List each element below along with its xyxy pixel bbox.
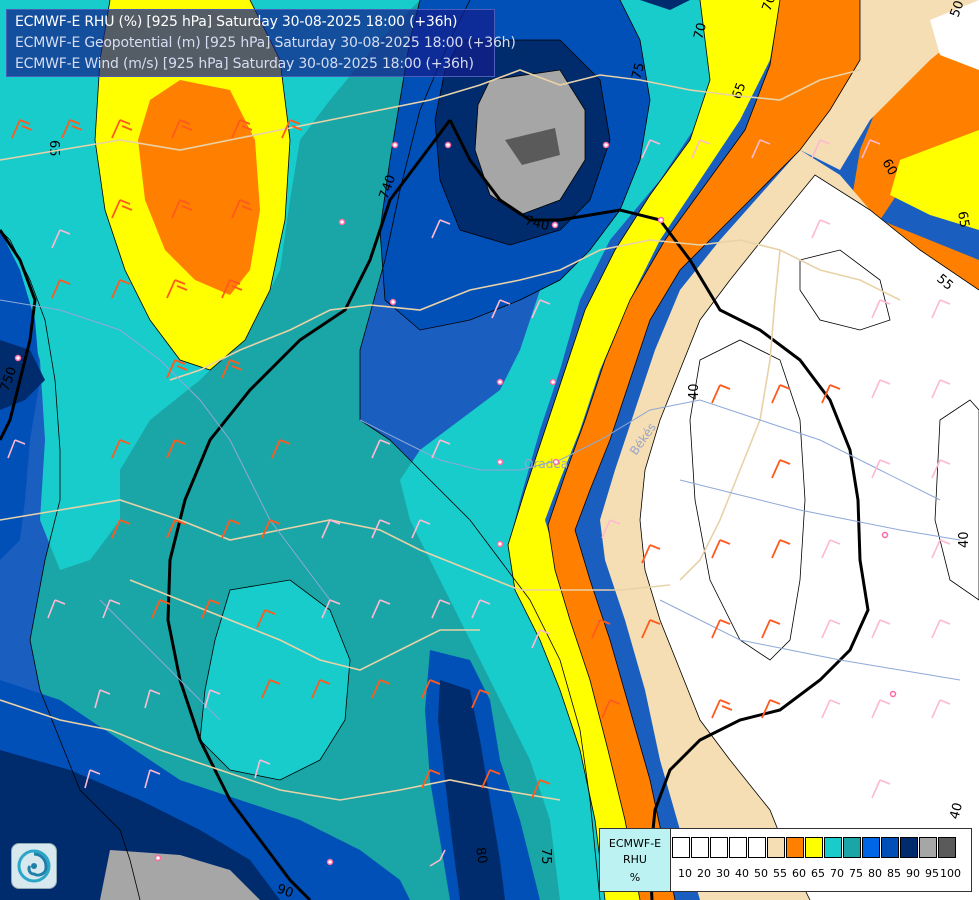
- map-title-box: ECMWF-E RHU (%) [925 hPa] Saturday 30-08…: [6, 9, 516, 77]
- legend-swatch: [748, 837, 766, 858]
- rhu-fill-85-ne-strip: [640, 0, 690, 10]
- legend-swatch: [729, 837, 747, 858]
- legend-swatch: [843, 837, 861, 858]
- station-markers: [14, 141, 897, 866]
- rhu-label: 40: [687, 383, 702, 400]
- rhu-label: 75: [629, 61, 648, 81]
- legend-tick-label: 70: [830, 867, 844, 880]
- rhu-fill-70-south: [200, 580, 350, 780]
- rhu-fill-50-ne: [930, 0, 979, 70]
- rhu-label: 40: [947, 801, 966, 821]
- legend-swatch: [824, 837, 842, 858]
- rhu-fill-65-ne: [890, 130, 979, 230]
- legend-model-panel: ECMWF-E RHU %: [600, 829, 671, 891]
- ecmwf-swirl-icon: [11, 843, 57, 889]
- rhu-fill-70-center: [170, 420, 330, 640]
- legend-swatch: [881, 837, 899, 858]
- rhu-fill-90-sw: [0, 750, 280, 900]
- legend-swatch: [919, 837, 937, 858]
- rivers: [0, 299, 961, 721]
- legend-tick-label: 80: [868, 867, 882, 880]
- title-geopotential: ECMWF-E Geopotential (m) [925 hPa] Satur…: [15, 35, 516, 51]
- legend-swatch: [900, 837, 918, 858]
- rhu-label: 50: [948, 0, 968, 19]
- rhu-fill-90-south: [438, 680, 505, 900]
- legend-model-name: ECMWF-E: [608, 837, 662, 850]
- legend-tick-label: 90: [906, 867, 920, 880]
- wind-barbs-strong: [11, 119, 841, 799]
- rhu-label: 75: [538, 848, 553, 865]
- legend-variable: RHU: [623, 853, 647, 866]
- legend-tick-label: 95: [925, 867, 939, 880]
- rhu-fill-100-north: [505, 128, 560, 165]
- legend-tick-label: 100: [940, 867, 961, 880]
- rhu-fill-60-east: [548, 0, 860, 900]
- rhu-fill-95-sw: [100, 850, 260, 900]
- country-borders: [0, 69, 901, 801]
- legend-swatch: [672, 837, 690, 858]
- legend-unit: %: [629, 871, 641, 884]
- rhu-label: 80: [472, 846, 490, 865]
- legend-tick-label: 65: [811, 867, 825, 880]
- rhu-label: 65: [954, 210, 972, 229]
- legend-swatch: [786, 837, 804, 858]
- rhu-label: 65: [46, 140, 61, 157]
- title-rhu: ECMWF-E RHU (%) [925 hPa] Saturday 30-08…: [15, 14, 458, 30]
- rhu-label: 70: [691, 21, 710, 41]
- logo-graphic: [17, 849, 51, 883]
- title-wind: ECMWF-E Wind (m/s) [925 hPa] Saturday 30…: [15, 56, 474, 72]
- legend-swatch: [710, 837, 728, 858]
- rhu-label: 70: [760, 0, 780, 13]
- wind-barbs: [7, 139, 951, 867]
- rhu-label: 40: [957, 531, 972, 548]
- geopotential-contours: [0, 119, 870, 900]
- rhu-fill-50-east: [640, 175, 979, 900]
- legend-tick-label: 55: [773, 867, 787, 880]
- geopotential-label: 740: [523, 213, 551, 234]
- legend-swatch: [805, 837, 823, 858]
- legend-tick-label: 85: [887, 867, 901, 880]
- legend-swatch: [938, 837, 956, 858]
- legend-tick-label: 40: [735, 867, 749, 880]
- legend-swatch: [767, 837, 785, 858]
- legend-tick-label: 10: [678, 867, 692, 880]
- rhu-fill-65-east: [508, 0, 780, 900]
- legend-tick-label: 30: [716, 867, 730, 880]
- legend-tick-label: 60: [792, 867, 806, 880]
- rhu-label: 90: [275, 882, 296, 900]
- legend-tick-label: 20: [697, 867, 711, 880]
- city-label-oradea: Oradea: [524, 457, 568, 471]
- legend-tick-label: 75: [849, 867, 863, 880]
- legend-tick-label: 50: [754, 867, 768, 880]
- legend-swatch: [862, 837, 880, 858]
- legend-swatch: [691, 837, 709, 858]
- rhu-label: 60: [879, 157, 900, 179]
- rhu-legend: ECMWF-E RHU % 10 20 30 40 50 55 60 65 70 75 80 85 90…: [599, 828, 972, 892]
- rhu-fill-60-nw: [138, 80, 260, 295]
